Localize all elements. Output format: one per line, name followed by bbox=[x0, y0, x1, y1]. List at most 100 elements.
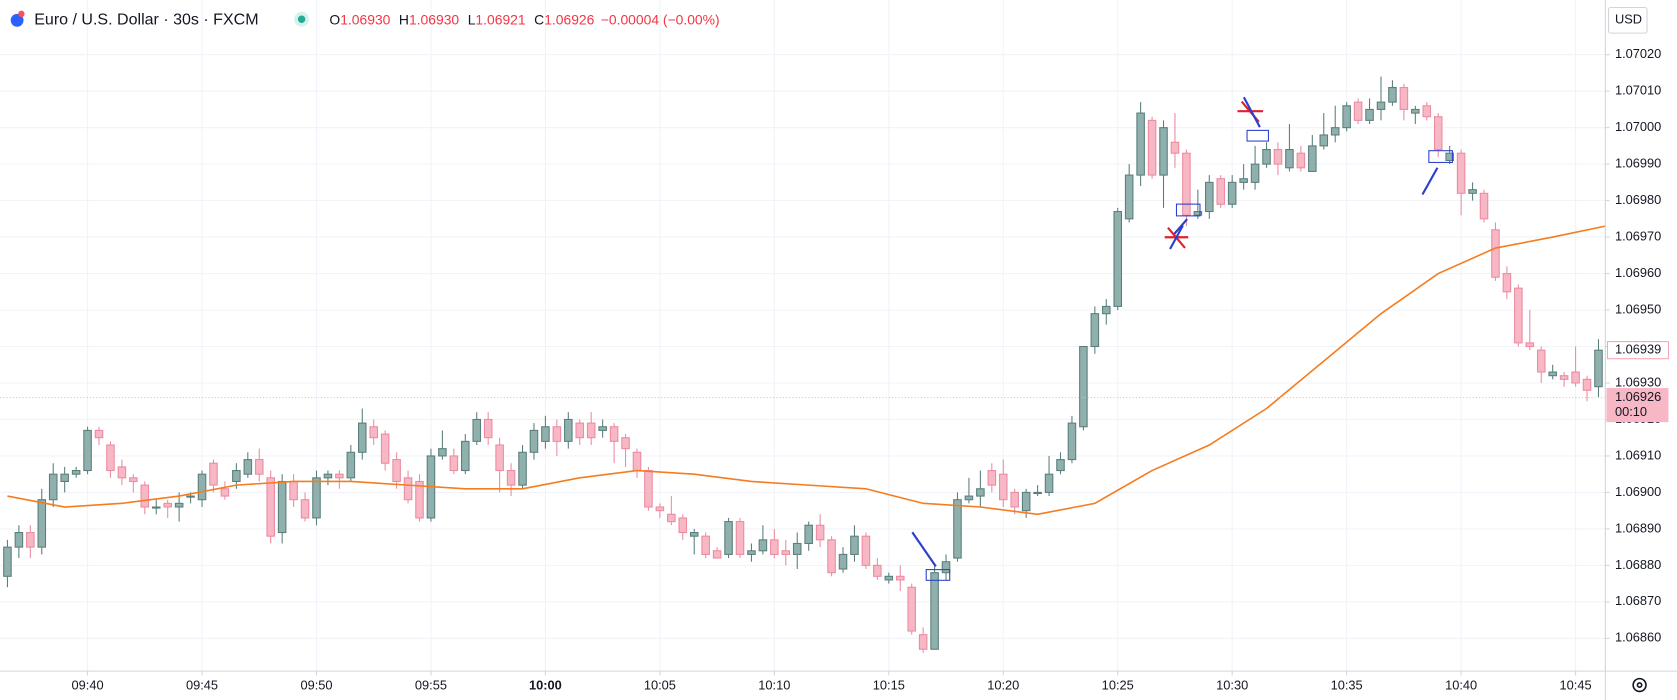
ohlc-value: 1.06926 bbox=[544, 11, 594, 27]
y-tick-label: 1.06960 bbox=[1615, 265, 1661, 280]
candle-body bbox=[1353, 101, 1363, 121]
candle-body bbox=[1433, 116, 1443, 151]
x-tick-label: 10:20 bbox=[987, 678, 1019, 693]
x-tick-label: 10:35 bbox=[1331, 678, 1363, 693]
candle-body bbox=[953, 499, 962, 559]
candle-body bbox=[254, 459, 264, 475]
annotation-box bbox=[1175, 203, 1201, 217]
candle-body bbox=[1365, 108, 1374, 121]
ghost-price-box bbox=[1606, 341, 1669, 360]
candle-body bbox=[907, 586, 916, 632]
candle-body bbox=[678, 517, 688, 534]
candle-body bbox=[987, 469, 997, 486]
settings-gear[interactable] bbox=[1632, 677, 1647, 693]
candle-body bbox=[621, 437, 630, 450]
candle-body bbox=[472, 418, 482, 442]
candle-body bbox=[735, 521, 745, 555]
annotation-line bbox=[1421, 167, 1439, 196]
candle-body bbox=[1388, 87, 1397, 103]
candle-body bbox=[60, 473, 69, 483]
candle-body bbox=[449, 455, 459, 472]
candle-body bbox=[724, 521, 733, 555]
candle-body bbox=[529, 429, 539, 453]
candle-body bbox=[266, 477, 275, 537]
candle-body bbox=[1411, 108, 1420, 114]
x-tick-label: 10:40 bbox=[1445, 678, 1477, 693]
annotation-line bbox=[1172, 218, 1188, 236]
currency-button[interactable] bbox=[1608, 6, 1648, 34]
candle-body bbox=[1056, 459, 1065, 472]
x-tick-label: 09:45 bbox=[186, 678, 218, 693]
settings-icon[interactable] bbox=[1632, 677, 1647, 693]
candle-body bbox=[289, 480, 298, 501]
candle-body bbox=[998, 473, 1008, 501]
candles bbox=[0, 76, 1606, 653]
candle-body bbox=[838, 553, 848, 570]
y-tick-label: 1.06860 bbox=[1615, 630, 1661, 645]
candle-body bbox=[392, 459, 401, 483]
candle-body bbox=[1079, 345, 1088, 428]
candle-body bbox=[1479, 192, 1489, 220]
last-price-label: 1.06926 bbox=[1615, 389, 1661, 404]
candle-body bbox=[300, 499, 310, 519]
candle-body bbox=[403, 477, 413, 501]
last-price-box bbox=[1606, 387, 1669, 423]
candle-body bbox=[552, 426, 562, 442]
candle-body bbox=[323, 473, 333, 479]
candle-body bbox=[1571, 371, 1580, 384]
candle-body bbox=[197, 473, 207, 501]
status-dot bbox=[297, 15, 306, 23]
candle-body bbox=[415, 480, 424, 519]
settings-gear-center[interactable] bbox=[1636, 682, 1643, 688]
candle-body bbox=[1319, 134, 1329, 147]
candle-body bbox=[163, 502, 172, 508]
candle-body bbox=[1296, 152, 1306, 169]
candle-body bbox=[1491, 229, 1500, 278]
candle-body bbox=[129, 477, 138, 483]
candle-body bbox=[335, 473, 344, 479]
candle-body bbox=[438, 448, 447, 457]
candle-body bbox=[1147, 119, 1157, 176]
candle-body bbox=[71, 469, 81, 475]
candle-body bbox=[26, 532, 35, 548]
x-tick-label: 10:45 bbox=[1560, 678, 1592, 693]
candle-body bbox=[1182, 152, 1191, 216]
candle-body bbox=[667, 513, 676, 523]
x-tick-label: 10:10 bbox=[758, 678, 790, 693]
ohlc-value: 1.06930 bbox=[409, 11, 459, 27]
candle-body bbox=[1548, 371, 1557, 377]
candle-body bbox=[895, 575, 905, 581]
ohlc-value: 1.06921 bbox=[475, 11, 525, 27]
x-tick-label: 10:15 bbox=[873, 678, 905, 693]
candle-body bbox=[976, 488, 985, 497]
candle-body bbox=[312, 477, 321, 519]
candle-body bbox=[369, 426, 378, 439]
candle-body bbox=[1376, 101, 1386, 110]
candle-body bbox=[1399, 87, 1409, 110]
currency[interactable]: USD bbox=[1615, 12, 1642, 27]
ohlc-key: L bbox=[468, 11, 476, 27]
candle-body bbox=[1010, 491, 1019, 508]
ohlc-header: O1.06930 H1.06930 L1.06921 C1.06926 −0.00004… bbox=[329, 11, 719, 27]
annotation-box bbox=[1246, 129, 1269, 142]
candle-body bbox=[1582, 378, 1592, 391]
candle-body bbox=[518, 451, 527, 486]
candle-body bbox=[781, 550, 791, 555]
annotation-box bbox=[925, 569, 951, 581]
candle-body bbox=[1559, 375, 1569, 380]
candle-body bbox=[94, 429, 104, 439]
candle-body bbox=[1170, 141, 1180, 154]
candle-body bbox=[1044, 473, 1054, 493]
candle-body bbox=[186, 495, 195, 498]
candle-body bbox=[220, 488, 230, 497]
candle-body bbox=[1227, 181, 1237, 205]
candle-body bbox=[1216, 178, 1226, 205]
y-tick-label: 1.07020 bbox=[1615, 46, 1661, 61]
candle-body bbox=[644, 469, 653, 508]
candle-body bbox=[83, 429, 92, 472]
candle-body bbox=[792, 542, 802, 555]
y-tick-label: 1.06890 bbox=[1615, 520, 1661, 535]
x-tick-label: 10:25 bbox=[1102, 678, 1134, 693]
